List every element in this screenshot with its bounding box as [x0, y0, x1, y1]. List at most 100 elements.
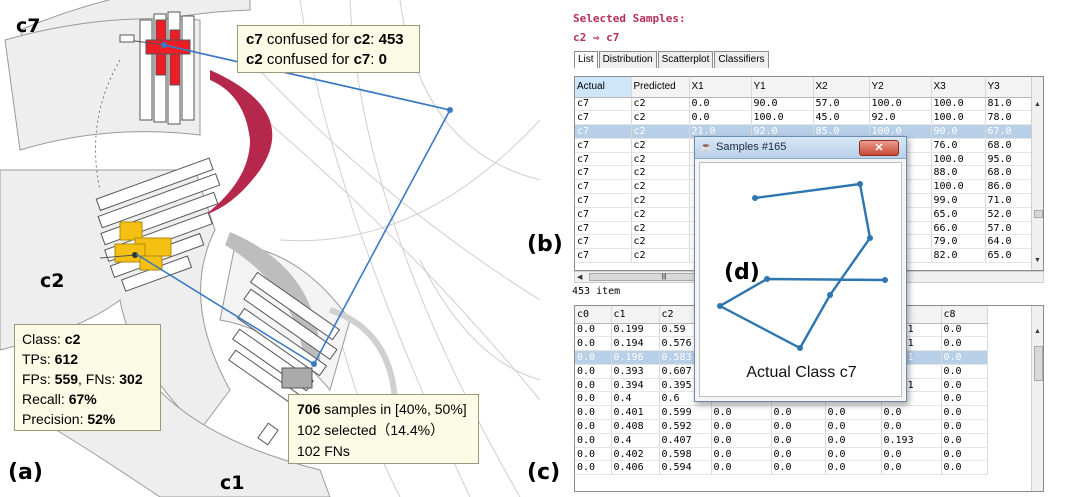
- table-cell: 0.0: [575, 460, 612, 476]
- bin-tooltip: 706 samples in [40%, 50%] 102 selected（1…: [288, 394, 479, 464]
- table-cell: 0.0: [941, 378, 988, 393]
- confusion-band-c7-c2[interactable]: [205, 70, 273, 215]
- sample-detail-window[interactable]: ☕ Samples #165 ✕ (d) Actual Class c7: [694, 136, 907, 402]
- tab-distribution[interactable]: Distribution: [598, 51, 657, 68]
- scroll-down-icon[interactable]: ▼: [1034, 257, 1041, 264]
- table-cell: 0.0: [575, 391, 612, 407]
- table-cell: 78.0: [985, 110, 1032, 126]
- table-row[interactable]: 0.0 0.4 0.407 0.0 0.0 0.0 0.193 0.0: [575, 433, 988, 448]
- table-cell: c2: [631, 179, 690, 195]
- class-label-c2: c2: [40, 270, 65, 292]
- scroll-up-icon[interactable]: ▲: [1034, 328, 1041, 335]
- table-cell: 0.0: [575, 419, 612, 434]
- table-cell: c2: [631, 248, 690, 264]
- table-cell: 82.0: [931, 248, 986, 264]
- top-table-scroll-thumb[interactable]: [1034, 210, 1043, 218]
- table-row[interactable]: c7 c2 0.0 100.0 45.0 92.0 100.0 78.0: [575, 110, 1032, 126]
- table-cell: 0.0: [711, 433, 772, 448]
- table-cell: 0.194: [611, 336, 660, 352]
- table-row[interactable]: 0.0 0.401 0.599 0.0 0.0 0.0 0.0 0.0: [575, 405, 988, 421]
- table-row[interactable]: c7 c2 21.0 92.0 85.0 100.0 90.0 67.0: [575, 124, 1032, 139]
- table-cell: 57.0: [813, 97, 870, 112]
- column-header[interactable]: c1: [611, 306, 660, 324]
- bottom-table-vertical-scrollbar[interactable]: ▲: [1031, 306, 1043, 491]
- column-header[interactable]: Predicted: [631, 77, 690, 98]
- sample-stroke-canvas: (d) Actual Class c7: [699, 162, 902, 397]
- table-cell: 64.0: [985, 234, 1032, 250]
- table-cell: c7: [575, 138, 632, 153]
- column-header[interactable]: Y2: [869, 77, 932, 98]
- column-header[interactable]: X3: [931, 77, 986, 98]
- popup-titlebar[interactable]: ☕ Samples #165 ✕: [695, 137, 906, 159]
- table-cell: 0.0: [941, 323, 988, 338]
- scroll-up-icon[interactable]: ▲: [1034, 101, 1041, 108]
- tab-list[interactable]: List: [574, 51, 598, 68]
- table-row[interactable]: 0.0 0.402 0.598 0.0 0.0 0.0 0.0 0.0: [575, 447, 988, 462]
- table-cell: 100.0: [751, 110, 814, 126]
- tab-classifiers[interactable]: Classifiers: [714, 51, 769, 68]
- table-cell: 0.599: [659, 405, 712, 421]
- table-cell: 0.0: [825, 447, 882, 462]
- table-cell: 0.408: [611, 419, 660, 434]
- column-header[interactable]: X2: [813, 77, 870, 98]
- table-cell: c2: [631, 152, 690, 167]
- table-cell: 0.0: [825, 460, 882, 476]
- column-header[interactable]: Y3: [985, 77, 1032, 98]
- tab-scatterplot[interactable]: Scatterplot: [657, 51, 714, 68]
- table-row[interactable]: 0.0 0.408 0.592 0.0 0.0 0.0 0.0 0.0: [575, 419, 988, 434]
- column-header[interactable]: c0: [575, 306, 612, 324]
- table-cell: 0.0: [825, 433, 882, 448]
- table-cell: c2: [631, 193, 690, 208]
- table-cell: c2: [631, 234, 690, 250]
- table-cell: c7: [575, 110, 632, 126]
- panel-label-b: (b): [527, 232, 563, 257]
- table-cell: 81.0: [985, 97, 1032, 112]
- column-header[interactable]: Y1: [751, 77, 814, 98]
- column-header[interactable]: Actual: [575, 77, 632, 98]
- table-cell: 92.0: [751, 124, 814, 139]
- table-cell: 0.401: [611, 405, 660, 421]
- radial-confusion-view[interactable]: c7 c2 c1 (a) c7 confused for c2: 453 c2 …: [0, 0, 540, 497]
- table-cell: 0.0: [771, 419, 826, 434]
- table-cell: 71.0: [985, 193, 1032, 208]
- table-cell: c7: [575, 207, 632, 222]
- column-header[interactable]: c8: [941, 306, 988, 324]
- table-row[interactable]: c7 c2 0.0 90.0 57.0 100.0 100.0 81.0: [575, 97, 1032, 112]
- table-cell: 0.0: [575, 323, 612, 338]
- sample-stroke-plot: [717, 181, 888, 351]
- table-cell: 65.0: [931, 207, 986, 222]
- scroll-left-icon[interactable]: ◀: [577, 274, 583, 281]
- table-cell: 65.0: [985, 248, 1032, 264]
- table-cell: 0.0: [825, 405, 882, 421]
- table-cell: 100.0: [931, 179, 986, 195]
- table-cell: 0.0: [711, 405, 772, 421]
- table-cell: c7: [575, 97, 632, 112]
- bottom-table-scroll-thumb[interactable]: [1034, 346, 1043, 381]
- table-cell: 0.0: [575, 447, 612, 462]
- c1-selected-bin[interactable]: [281, 367, 313, 389]
- c7-bars[interactable]: [139, 11, 195, 125]
- table-cell: 21.0: [689, 124, 752, 139]
- top-table-vertical-scrollbar[interactable]: ▲ ▼: [1031, 77, 1043, 270]
- table-cell: 0.0: [771, 460, 826, 476]
- table-cell: 0.0: [881, 419, 942, 434]
- table-cell: c7: [575, 152, 632, 167]
- radial-canvas[interactable]: [0, 0, 540, 497]
- table-cell: 52.0: [985, 207, 1032, 222]
- table-cell: 100.0: [869, 97, 932, 112]
- column-header[interactable]: X1: [689, 77, 752, 98]
- table-cell: 0.594: [659, 460, 712, 476]
- class-label-c7: c7: [16, 15, 41, 37]
- panel-label-a: (a): [8, 460, 43, 485]
- table-cell: 0.0: [941, 364, 988, 379]
- table-cell: 0.407: [659, 433, 712, 448]
- table-cell: c2: [631, 138, 690, 153]
- table-cell: 0.0: [711, 419, 772, 434]
- close-button[interactable]: ✕: [859, 140, 899, 156]
- table-cell: 0.0: [575, 350, 612, 365]
- table-cell: 0.394: [611, 378, 660, 393]
- table-cell: c2: [631, 207, 690, 222]
- table-row[interactable]: 0.0 0.406 0.594 0.0 0.0 0.0 0.0 0.0: [575, 460, 988, 476]
- table-cell: 0.0: [941, 460, 988, 476]
- table-cell: 0.0: [941, 433, 988, 448]
